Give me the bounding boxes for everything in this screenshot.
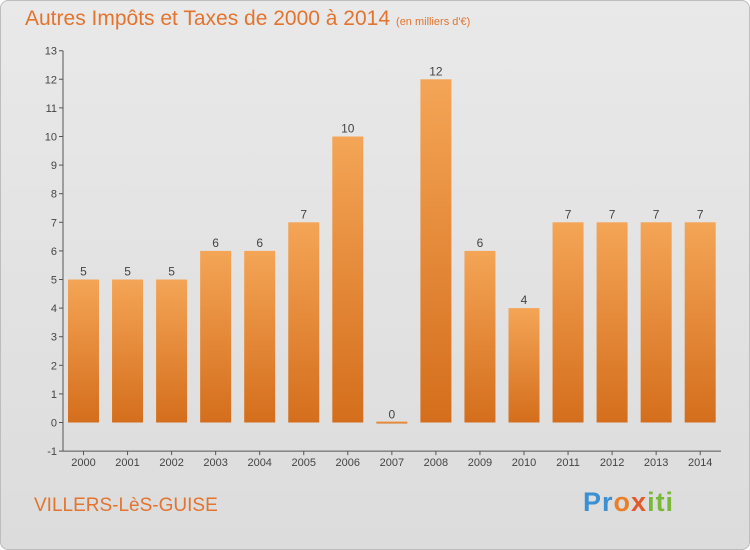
x-tick-label: 2004: [247, 457, 271, 469]
x-tick-label: 2009: [468, 457, 492, 469]
bar: [200, 250, 232, 423]
y-tick-label: 4: [51, 303, 57, 315]
data-label: 7: [609, 207, 616, 221]
data-label: 5: [124, 265, 131, 279]
y-tick-label: 1: [51, 389, 57, 401]
location-name: VILLERS-LèS-GUISE: [34, 495, 218, 516]
y-tick-label: 11: [46, 103, 57, 115]
x-tick-label: 2013: [644, 457, 668, 469]
data-label: 7: [653, 207, 660, 221]
x-tick-label: 2000: [71, 457, 95, 469]
x-tick-label: 2007: [380, 457, 404, 469]
x-tick-label: 2012: [600, 457, 624, 469]
bar: [112, 279, 144, 423]
y-tick-label: 10: [45, 132, 57, 144]
x-tick-label: 2005: [292, 457, 316, 469]
bar: [640, 222, 672, 423]
chart-units: (en milliers d'€): [396, 16, 471, 28]
data-label: 6: [477, 236, 484, 250]
data-label: 5: [80, 265, 87, 279]
bar: [376, 421, 408, 424]
bar: [288, 222, 320, 423]
data-label: 6: [212, 236, 219, 250]
y-tick-label: 2: [51, 360, 57, 372]
bar: [332, 136, 364, 423]
x-tick-label: 2003: [203, 457, 227, 469]
chart-title: Autres Impôts et Taxes de 2000 à 2014 (en…: [25, 7, 470, 31]
x-tick-label: 2008: [424, 457, 448, 469]
x-tick-label: 2006: [336, 457, 360, 469]
bar: [552, 222, 584, 423]
y-tick-label: 9: [51, 160, 57, 172]
bar: [596, 222, 628, 423]
y-tick-label: 7: [51, 217, 57, 229]
bar: [508, 308, 540, 423]
x-tick-label: 2014: [688, 457, 712, 469]
y-tick-label: 6: [51, 246, 57, 258]
chart-title-text: Autres Impôts et Taxes de 2000 à 2014: [25, 7, 391, 30]
y-tick-label: 12: [45, 74, 57, 86]
data-label: 12: [429, 64, 443, 78]
data-label: 0: [389, 408, 396, 422]
data-label: 7: [300, 207, 307, 221]
x-tick-label: 2010: [512, 457, 536, 469]
data-label: 4: [521, 293, 528, 307]
y-tick-label: -1: [47, 446, 57, 458]
data-label: 5: [168, 265, 175, 279]
y-tick-label: 0: [51, 418, 57, 430]
x-tick-label: 2002: [159, 457, 183, 469]
bar: [156, 279, 188, 423]
y-tick-label: 5: [51, 275, 57, 287]
x-tick-label: 2011: [556, 457, 580, 469]
proxiti-logo: Proxiti: [583, 487, 675, 517]
data-label: 10: [341, 122, 355, 136]
x-tick-label: 2001: [115, 457, 139, 469]
bar: [68, 279, 99, 423]
data-label: 6: [256, 236, 263, 250]
y-tick-label: 8: [51, 189, 57, 201]
bar: [244, 250, 276, 423]
data-label: 7: [697, 207, 704, 221]
bar: [464, 250, 496, 423]
bar: [420, 79, 452, 423]
y-tick-label: 3: [51, 332, 57, 344]
y-tick-label: 13: [45, 46, 57, 58]
data-label: 7: [565, 207, 572, 221]
bar: [684, 222, 716, 423]
